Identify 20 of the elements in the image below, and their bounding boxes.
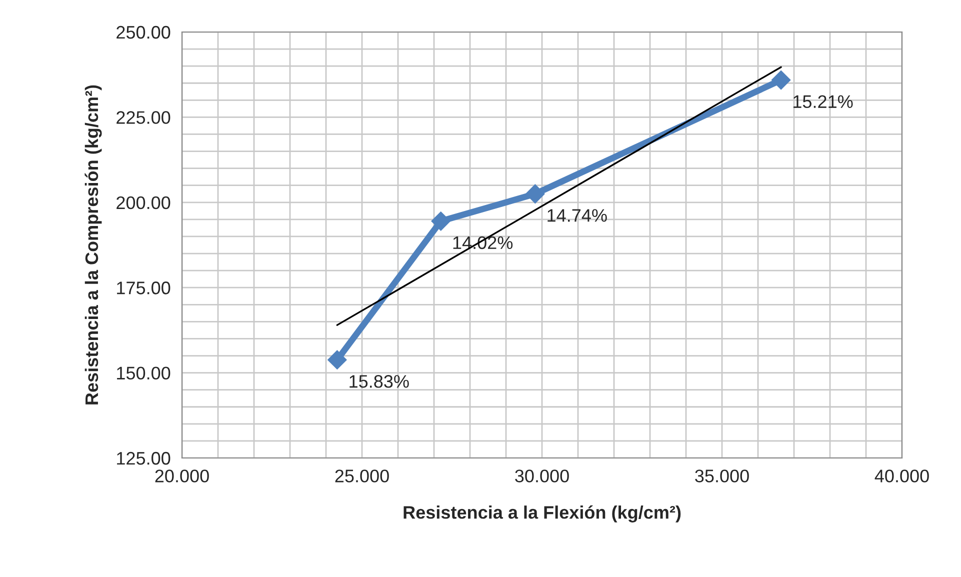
x-tick-label: 40.000 — [874, 470, 929, 482]
y-tick-label: 225.00 — [116, 111, 170, 124]
x-axis-title: Resistencia a la Flexión (kg/cm²) — [404, 505, 681, 522]
annotation: 15.83% — [350, 375, 409, 388]
x-tick-label: 30.000 — [515, 470, 569, 482]
x-tick-label: 35.000 — [695, 470, 749, 482]
y-tick-label: 250.00 — [116, 26, 170, 39]
x-tick-label: 25.000 — [335, 470, 389, 482]
point — [328, 350, 347, 370]
y-tick-label: 150.00 — [117, 366, 170, 380]
annotation: 15.21% — [794, 95, 853, 108]
x-tick-label: 20.000 — [155, 470, 209, 482]
y-tick-label: 175.00 — [117, 282, 170, 294]
y-axis-title: Resistencia a la Compresión (kg/cm²) — [84, 85, 102, 404]
point — [772, 70, 791, 90]
annotation: 14.74% — [548, 209, 607, 222]
point — [431, 212, 450, 231]
point — [526, 184, 545, 204]
y-tick-label: 125.00 — [117, 452, 170, 465]
y-tick-label: 200.00 — [116, 196, 170, 210]
